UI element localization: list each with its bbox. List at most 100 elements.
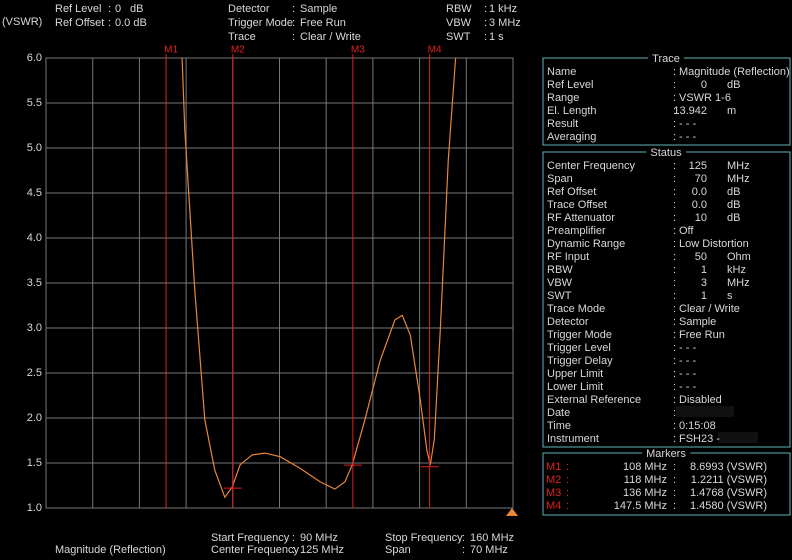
colon: :: [108, 3, 111, 15]
marker-row-freq: 147.5 MHz: [614, 500, 667, 512]
row-value: 3: [701, 277, 707, 289]
marker-row-name: M3: [546, 487, 561, 499]
colon: :: [673, 394, 676, 406]
marker-row-value: 1.2211 (VSWR): [691, 474, 767, 486]
row-label: Preamplifier: [547, 225, 606, 237]
header-value: Free Run: [300, 17, 346, 29]
row-value: 0: [701, 79, 707, 91]
colon: :: [673, 66, 676, 78]
header-unit: dB: [130, 3, 143, 15]
row-label: Range: [547, 92, 579, 104]
title-gap: [646, 151, 687, 155]
y-tick-label: 5.0: [27, 142, 42, 154]
row-label: RF Input: [547, 251, 589, 263]
row-value: 0:15:08: [679, 420, 716, 432]
row-unit: dB: [727, 79, 740, 91]
colon: :: [673, 329, 676, 341]
colon: :: [484, 31, 487, 43]
row-unit: m: [727, 105, 736, 117]
y-tick-label: 5.5: [27, 97, 42, 109]
colon: :: [566, 474, 569, 486]
footer-value: 70 MHz: [470, 544, 508, 556]
row-label: Trigger Level: [547, 342, 611, 354]
row-label: El. Length: [547, 105, 597, 117]
row-unit: dB: [727, 212, 740, 224]
colon: :: [484, 17, 487, 29]
row-value: 10: [695, 212, 707, 224]
panel-title: Markers: [646, 448, 686, 460]
colon: :: [673, 225, 676, 237]
row-value: - - -: [679, 342, 696, 354]
span-indicator: [506, 508, 518, 516]
colon: :: [673, 342, 676, 354]
marker-row-name: M4: [546, 500, 561, 512]
colon: :: [673, 212, 676, 224]
colon: :: [462, 532, 465, 544]
marker-row-freq: 108 MHz: [623, 461, 667, 473]
row-label: Result: [547, 118, 578, 130]
row-label: SWT: [547, 290, 572, 302]
colon: :: [673, 420, 676, 432]
colon: :: [462, 544, 465, 556]
header-label: Trigger Mode: [228, 17, 293, 29]
row-unit: MHz: [727, 277, 750, 289]
y-tick-label: 4.0: [27, 232, 42, 244]
colon: :: [673, 173, 676, 185]
colon: :: [673, 461, 676, 473]
y-tick-label: 1.0: [27, 502, 42, 514]
row-unit: MHz: [727, 173, 750, 185]
colon: :: [673, 290, 676, 302]
marker-name: M4: [428, 45, 442, 56]
redacted-date: [676, 406, 734, 417]
y-tick-label: 3.0: [27, 322, 42, 334]
colon: :: [673, 160, 676, 172]
colon: :: [673, 474, 676, 486]
header-label: Detector: [228, 3, 270, 15]
row-label: Upper Limit: [547, 368, 603, 380]
redacted-serial: [718, 432, 758, 443]
row-label: Trigger Mode: [547, 329, 612, 341]
row-value: - - -: [679, 131, 696, 143]
row-value: - - -: [679, 118, 696, 130]
colon: :: [673, 303, 676, 315]
colon: :: [673, 277, 676, 289]
colon: :: [673, 264, 676, 276]
panel-title: Trace: [652, 53, 680, 65]
colon: :: [292, 544, 295, 556]
row-value: Off: [679, 225, 694, 237]
marker-name: M3: [351, 45, 365, 56]
colon: :: [673, 407, 676, 419]
footer-label: Start Frequency: [211, 532, 290, 544]
row-value: VSWR 1-6: [679, 92, 731, 104]
colon: :: [673, 199, 676, 211]
marker-row-value: 1.4768 (VSWR): [690, 487, 767, 499]
y-tick-label: 2.0: [27, 412, 42, 424]
footer-label: Span: [385, 544, 411, 556]
colon: :: [673, 79, 676, 91]
header-value: Clear / Write: [300, 31, 361, 43]
row-value: 70: [695, 173, 707, 185]
header-value: 1 kHz: [489, 3, 517, 15]
row-value: Sample: [679, 316, 716, 328]
colon: :: [484, 3, 487, 15]
row-value: Clear / Write: [679, 303, 740, 315]
row-value: 1: [701, 290, 707, 302]
row-unit: MHz: [727, 160, 750, 172]
colon: :: [292, 532, 295, 544]
colon: :: [292, 17, 295, 29]
colon: :: [673, 316, 676, 328]
colon: :: [673, 368, 676, 380]
row-value: Free Run: [679, 329, 725, 341]
header-label: Ref Offset: [55, 17, 104, 29]
header-value: 0: [115, 3, 121, 15]
row-label: Center Frequency: [547, 160, 636, 172]
colon: :: [292, 31, 295, 43]
title-gap: [648, 57, 684, 61]
y-unit-label: (VSWR): [2, 16, 42, 28]
row-label: Trace Offset: [547, 199, 607, 211]
row-label: Averaging: [547, 131, 596, 143]
colon: :: [566, 487, 569, 499]
row-label: RBW: [547, 264, 573, 276]
row-label: Trace Mode: [547, 303, 605, 315]
